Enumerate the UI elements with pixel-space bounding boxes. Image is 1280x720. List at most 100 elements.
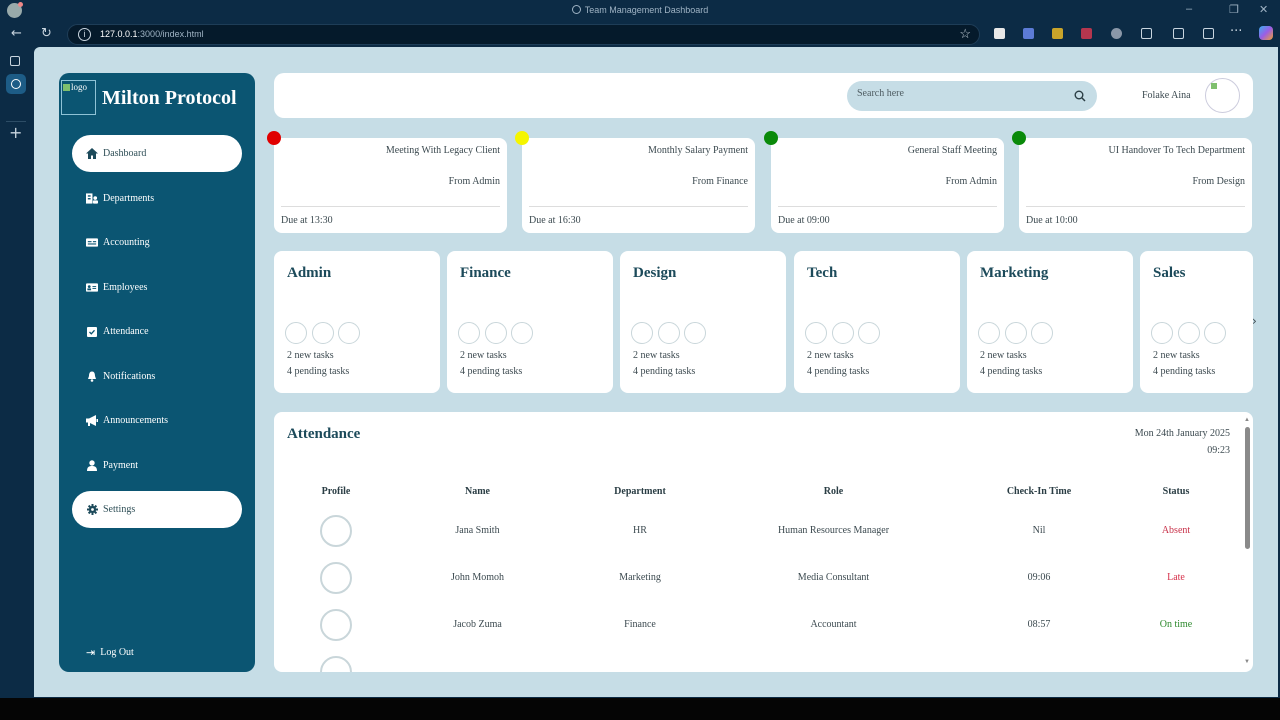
extension-icon-2[interactable] <box>1023 28 1034 39</box>
col-status: Status <box>1162 485 1190 497</box>
department-name: Tech <box>807 265 838 281</box>
copilot-icon[interactable] <box>1259 26 1273 40</box>
close-window-button[interactable]: ✕ <box>1259 4 1269 16</box>
department-card-admin[interactable]: Admin 2 new tasks 4 pending tasks <box>274 251 440 393</box>
top-header: Folake Aina <box>274 73 1253 118</box>
scroll-down-arrow-icon[interactable]: ▼ <box>1244 659 1250 665</box>
restore-button[interactable]: ❐ <box>1229 4 1239 16</box>
sidebar-item-employees[interactable]: Employees <box>72 269 242 306</box>
site-info-icon[interactable]: i <box>78 28 91 41</box>
department-card-finance[interactable]: Finance 2 new tasks 4 pending tasks <box>447 251 613 393</box>
member-avatar <box>631 322 653 344</box>
browser-profile-avatar[interactable] <box>7 2 23 18</box>
priority-dot-red <box>267 131 281 145</box>
bookmark-star-icon[interactable]: ☆ <box>959 26 971 41</box>
active-tab-globe-icon[interactable] <box>6 74 26 94</box>
employee-role: Accountant <box>810 619 857 630</box>
attendance-panel: Attendance Mon 24th January 2025 09:23 P… <box>274 412 1253 672</box>
table-row[interactable]: John Momoh Marketing Media Consultant 09… <box>287 554 1231 601</box>
member-avatar <box>1004 322 1027 344</box>
sidebar-item-departments[interactable]: Departments <box>72 180 242 217</box>
department-card-tech[interactable]: Tech 2 new tasks 4 pending tasks <box>794 251 960 393</box>
extension-icon-3[interactable] <box>1052 28 1063 39</box>
sidebar-item-payment[interactable]: Payment <box>72 447 242 484</box>
sidebar-item-accounting[interactable]: Accounting <box>72 224 242 261</box>
check-in-time: 09:06 <box>1027 572 1051 583</box>
pending-tasks-count: 4 pending tasks <box>807 366 870 377</box>
check-in-time <box>957 648 1121 672</box>
member-avatar <box>831 322 854 344</box>
task-from: From Admin <box>448 176 500 187</box>
sidebar-item-announcements[interactable]: Announcements <box>72 402 242 439</box>
task-due: Due at 13:30 <box>281 215 333 226</box>
table-row[interactable] <box>287 648 1231 672</box>
card-icon <box>86 237 98 249</box>
address-bar[interactable]: i 127.0.0.1:3000/index.html ☆ <box>67 24 980 45</box>
attendance-date: Mon 24th January 2025 <box>1134 428 1230 439</box>
search-input[interactable] <box>857 88 1057 99</box>
globe-icon <box>571 5 581 14</box>
sidebar-item-dashboard[interactable]: Dashboard <box>72 135 242 172</box>
user-avatar[interactable] <box>1205 78 1240 113</box>
department-card-marketing[interactable]: Marketing 2 new tasks 4 pending tasks <box>967 251 1133 393</box>
pending-tasks-count: 4 pending tasks <box>460 366 523 377</box>
profile-avatar <box>320 608 352 641</box>
task-title: Meeting With Legacy Client <box>385 145 500 156</box>
pending-tasks-count: 4 pending tasks <box>287 366 350 377</box>
member-avatar <box>484 322 507 344</box>
minimize-button[interactable]: – <box>1186 3 1193 15</box>
employee-name <box>385 648 570 672</box>
attendance-scrollbar[interactable]: ▲ ▼ <box>1241 412 1253 672</box>
carousel-next-chevron-icon[interactable]: › <box>1252 314 1257 328</box>
scroll-up-arrow-icon[interactable]: ▲ <box>1244 417 1250 423</box>
logout-button[interactable]: ⇥ Log Out <box>86 646 134 659</box>
member-avatar <box>1031 322 1053 344</box>
reload-button[interactable]: ↻ <box>41 26 52 41</box>
priority-dot-green <box>1012 131 1026 145</box>
member-avatar <box>1204 322 1226 344</box>
search-icon[interactable] <box>1074 89 1086 107</box>
task-card[interactable]: Meeting With Legacy Client From Admin Du… <box>267 131 507 233</box>
search-box <box>847 81 1097 111</box>
member-avatar <box>311 322 334 344</box>
task-card[interactable]: Monthly Salary Payment From Finance Due … <box>515 131 755 233</box>
scroll-thumb[interactable] <box>1245 427 1250 549</box>
gear-icon <box>86 504 98 516</box>
extension-icon-4[interactable] <box>1081 28 1092 39</box>
extension-icon-1[interactable] <box>994 28 1005 39</box>
divider <box>1026 206 1245 207</box>
new-tab-icon[interactable]: + <box>9 123 23 142</box>
new-tasks-count: 2 new tasks <box>980 350 1027 361</box>
col-profile: Profile <box>321 485 351 497</box>
collections-icon[interactable] <box>1203 28 1214 39</box>
sidebar-item-label: Departments <box>103 192 155 204</box>
department-name: Admin <box>287 265 332 281</box>
department-card-design[interactable]: Design 2 new tasks 4 pending tasks <box>620 251 786 393</box>
sidebar-item-attendance[interactable]: Attendance <box>72 313 242 350</box>
member-avatar <box>458 322 480 344</box>
extension-icon-5[interactable] <box>1111 28 1122 39</box>
tab-actions-icon[interactable] <box>10 56 20 66</box>
more-menu-icon[interactable]: ··· <box>1230 24 1243 39</box>
department-card-sales[interactable]: Sales 2 new tasks 4 pending tasks <box>1140 251 1253 393</box>
task-due: Due at 16:30 <box>529 215 581 226</box>
logout-label: Log Out <box>100 647 134 658</box>
back-button[interactable]: ← <box>11 26 22 41</box>
tab-divider <box>6 121 26 122</box>
table-row[interactable]: Jacob Zuma Finance Accountant 08:57 On t… <box>287 601 1231 648</box>
extensions-puzzle-icon[interactable] <box>1141 28 1152 39</box>
task-from: From Finance <box>692 176 748 187</box>
sidebar-item-settings[interactable]: Settings <box>72 491 242 528</box>
employee-role: Media Consultant <box>797 572 870 583</box>
task-card[interactable]: General Staff Meeting From Admin Due at … <box>764 131 1004 233</box>
employee-department <box>570 648 710 672</box>
member-avatar <box>858 322 880 344</box>
table-row[interactable]: Jana Smith HR Human Resources Manager Ni… <box>287 507 1231 554</box>
status-badge: On time <box>1159 619 1193 630</box>
task-from: From Design <box>1192 176 1246 187</box>
member-avatar <box>1151 322 1173 344</box>
sidebar-item-notifications[interactable]: Notifications <box>72 358 242 395</box>
task-card[interactable]: UI Handover To Tech Department From Desi… <box>1012 131 1252 233</box>
favorites-icon[interactable] <box>1173 28 1184 39</box>
taskbar-strip <box>0 698 1280 720</box>
